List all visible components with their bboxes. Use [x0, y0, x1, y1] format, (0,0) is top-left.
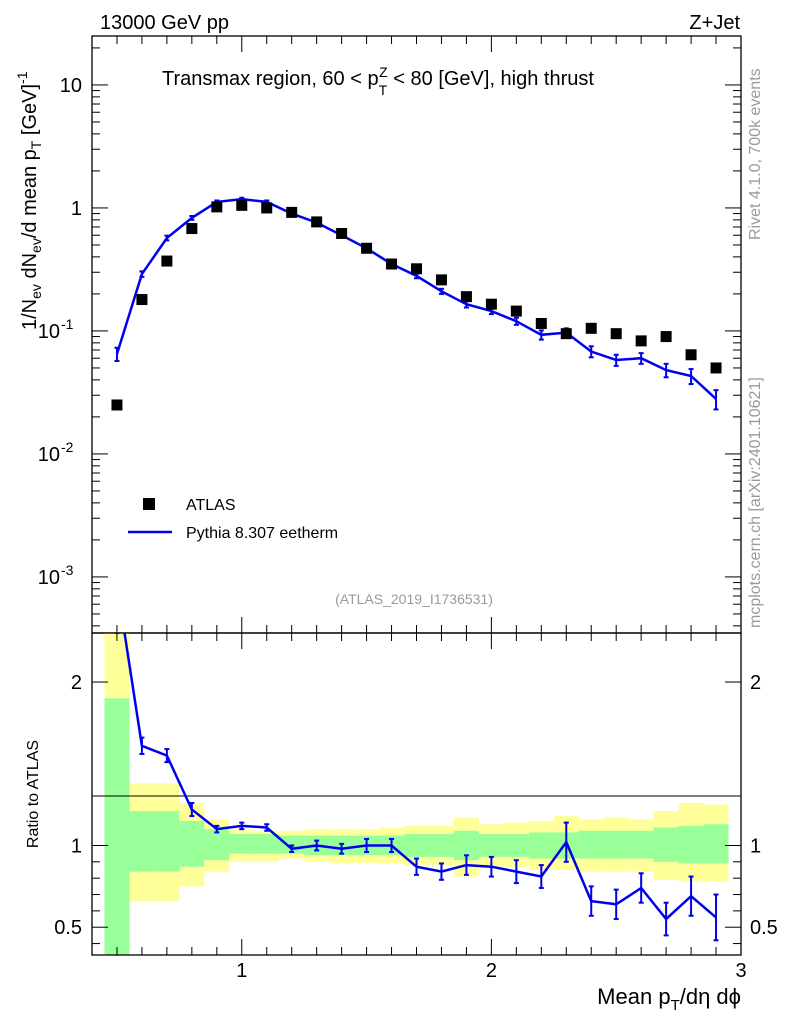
main-panel-series [111, 196, 722, 411]
atlas-point [161, 255, 173, 267]
uncertainty-band-green [154, 811, 180, 872]
atlas-point [435, 274, 447, 286]
atlas-point [585, 322, 597, 334]
ratio-y-tick-label: 1 [71, 835, 82, 857]
process-label: Z+Jet [689, 12, 740, 34]
ratio-y-tick-label-right: 1 [750, 835, 761, 857]
atlas-point [211, 201, 223, 213]
atlas-point [286, 206, 298, 218]
y-tick-label-exponent: -1 [61, 316, 74, 332]
pythia-line [115, 197, 717, 400]
atlas-point [411, 263, 422, 275]
legend-label-atlas: ATLAS [186, 497, 236, 514]
uncertainty-band-green [578, 830, 604, 859]
mcplots-label: mcplots.cern.ch [arXiv:2401.10621] [747, 377, 764, 628]
x-tick-label: 3 [735, 960, 746, 982]
uncertainty-band-green [254, 834, 280, 854]
uncertainty-band-green [478, 834, 504, 857]
atlas-point [336, 227, 348, 239]
uncertainty-band-green [653, 827, 679, 862]
atlas-point [635, 335, 647, 347]
main-panel-frame [91, 35, 742, 634]
uncertainty-band-green [428, 834, 454, 857]
y-tick-label: 10 [38, 567, 60, 589]
atlas-point [485, 298, 497, 310]
atlas-point [311, 216, 323, 228]
atlas-point [111, 399, 123, 411]
atlas-point [510, 305, 522, 317]
uncertainty-band-green [204, 829, 230, 861]
energy-label: 13000 GeV pp [100, 12, 229, 34]
ratio-y-tick-label: 0.5 [54, 917, 82, 939]
ratio-bands [104, 633, 729, 955]
ratio-series-clipped [114, 633, 719, 942]
uncertainty-band-green [703, 824, 729, 864]
atlas-point [261, 202, 273, 214]
atlas-point [236, 199, 248, 211]
y-tick-label-exponent: -3 [61, 562, 74, 578]
y-tick-label: 1 [71, 198, 82, 220]
uncertainty-band-green [404, 834, 429, 857]
legend-marker-atlas [143, 498, 155, 510]
main-panel-ticks [92, 36, 742, 633]
ratio-panel-ticks [92, 633, 742, 955]
uncertainty-band-green [179, 820, 205, 867]
uncertainty-band-green [678, 825, 704, 864]
uncertainty-band-green [528, 832, 554, 859]
ratio-y-tick-label-right: 2 [750, 672, 761, 694]
legend-label-pythia: Pythia 8.307 eetherm [186, 525, 338, 542]
ratio-panel-frame [91, 632, 742, 956]
analysis-id: (ATLAS_2019_I1736531) [335, 591, 493, 607]
uncertainty-band-green [603, 830, 629, 859]
ratio-y-tick-label: 2 [71, 672, 82, 694]
uncertainty-band-green [229, 834, 255, 854]
y-tick-label-exponent: -2 [61, 439, 74, 455]
atlas-point [386, 258, 398, 270]
uncertainty-band-green [129, 811, 155, 872]
ratio-ylabel: Ratio to ATLAS [25, 740, 42, 848]
ratio-series [114, 633, 719, 942]
atlas-point [685, 349, 697, 361]
uncertainty-band-green [104, 698, 130, 955]
atlas-point [610, 328, 622, 340]
x-tick-label: 1 [236, 960, 247, 982]
chart-title: Transmax region, 60 < pTZ < 80 [GeV], hi… [162, 64, 594, 98]
rivet-label: Rivet 4.1.0, 700k events [747, 68, 764, 240]
atlas-point [560, 328, 572, 340]
legend: ATLAS Pythia 8.307 eetherm [128, 497, 338, 542]
atlas-point [136, 294, 148, 306]
y-tick-label: 10 [38, 444, 60, 466]
y-tick-label: 10 [38, 321, 60, 343]
atlas-point [535, 317, 547, 329]
atlas-point [186, 223, 198, 235]
ratio-panel-ytick-labels: 0.5 0.5 1 1 2 2 [54, 672, 778, 939]
y-tick-label: 10 [60, 75, 82, 97]
atlas-point [460, 291, 472, 303]
ratio-panel: 0.5 0.5 1 1 2 2 1 2 3 Ratio to ATLAS Mean pT/dη… [25, 632, 778, 1014]
atlas-point [361, 242, 373, 254]
uncertainty-band-green [628, 830, 654, 859]
ratio-y-tick-label-right: 0.5 [750, 917, 778, 939]
uncertainty-band-green [503, 834, 529, 857]
atlas-point [660, 331, 672, 343]
x-tick-label: 2 [486, 960, 497, 982]
x-axis-label: Mean pT/dη dϕ [597, 984, 741, 1014]
main-ylabel: 1/Nev dNev/d mean pT [GeV]-1 [14, 71, 44, 330]
atlas-point [710, 362, 722, 374]
x-tick-labels: 1 2 3 [236, 960, 746, 982]
